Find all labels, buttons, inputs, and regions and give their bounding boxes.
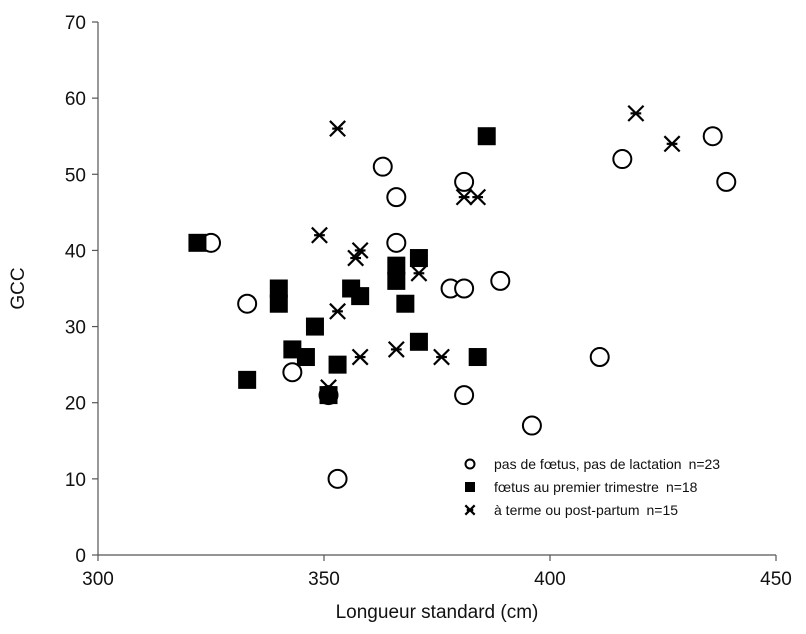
series-2-point	[387, 271, 406, 290]
series-2-point	[188, 233, 207, 252]
series-3-point	[455, 188, 473, 206]
series-1-point	[454, 278, 475, 299]
x-tick-label: 300	[82, 569, 114, 590]
series-2-point	[328, 355, 347, 374]
series-3-point	[329, 120, 346, 138]
series-3-point	[351, 348, 369, 366]
series-1-point	[454, 171, 475, 192]
legend-label: pas de fœtus, pas de lactation	[494, 456, 682, 472]
y-tick-label: 50	[65, 165, 86, 186]
series-2-point	[409, 249, 428, 268]
data-points	[188, 104, 737, 489]
legend-label: fœtus au premier trimestre	[494, 479, 659, 495]
y-tick-label: 0	[75, 546, 86, 567]
series-1-point	[454, 385, 475, 406]
series-3-point	[469, 188, 487, 206]
series-1-point	[237, 293, 258, 314]
series-1-point	[282, 362, 303, 383]
axes: 0 10 20 30 40 50 60 70 300 350 400 450	[65, 13, 792, 590]
legend: pas de fœtus, pas de lactation n=23 fœtus …	[464, 456, 721, 518]
series-1-point	[327, 468, 348, 489]
series-1-point	[372, 156, 393, 177]
series-3-point	[663, 135, 681, 153]
series-1-point	[612, 149, 633, 170]
series-1-point	[386, 232, 407, 253]
series-2-point	[409, 332, 428, 351]
series-3-point	[387, 340, 405, 358]
series-2-point	[283, 340, 302, 359]
series-3-point	[320, 379, 337, 396]
series-2-point	[468, 348, 487, 367]
series-2-point	[477, 127, 496, 146]
y-tick-label: 40	[65, 241, 86, 262]
y-tick-label: 60	[65, 89, 86, 110]
y-tick-label: 70	[65, 13, 86, 34]
x-tick-label: 350	[308, 569, 340, 590]
y-tick-label: 20	[65, 394, 86, 415]
legend-marker	[464, 504, 476, 516]
series-2-point	[269, 294, 288, 313]
legend-marker	[464, 458, 476, 470]
series-2-point	[351, 287, 370, 306]
series-1-point	[386, 187, 407, 208]
series-3-point	[433, 348, 450, 366]
x-tick-label: 400	[534, 569, 566, 590]
legend-entry: à terme ou post-partum n=15	[464, 502, 679, 518]
legend-count: n=15	[647, 502, 679, 518]
series-3-point	[627, 104, 645, 122]
legend-entry: pas de fœtus, pas de lactation n=23	[464, 456, 721, 472]
series-1-point	[589, 347, 610, 368]
x-tick-label: 450	[760, 569, 792, 590]
y-tick-label: 30	[65, 318, 86, 339]
series-2-point	[305, 317, 324, 336]
y-tick-label: 10	[65, 470, 86, 491]
series-2-point	[296, 348, 315, 367]
legend-entry: fœtus au premier trimestre n=18	[465, 479, 698, 495]
x-axis-label: Longueur standard (cm)	[336, 602, 539, 623]
series-2-point	[238, 370, 257, 389]
y-axis-label: GCC	[8, 267, 29, 309]
series-3-point	[351, 242, 369, 259]
series-2-point	[396, 294, 415, 313]
legend-marker	[465, 482, 475, 492]
series-3-point	[347, 249, 365, 267]
series-2-point	[387, 256, 406, 275]
series-3-point	[329, 302, 346, 320]
series-1-point	[716, 171, 737, 192]
series-1-point	[521, 415, 542, 436]
series-1-point	[490, 270, 511, 291]
series-2-point	[269, 279, 288, 298]
legend-count: n=23	[689, 456, 721, 472]
series-1-point	[702, 126, 723, 147]
legend-label: à terme ou post-partum	[494, 502, 640, 518]
series-3-point	[311, 226, 328, 244]
series-3-point	[410, 264, 428, 282]
legend-count: n=18	[666, 479, 698, 495]
